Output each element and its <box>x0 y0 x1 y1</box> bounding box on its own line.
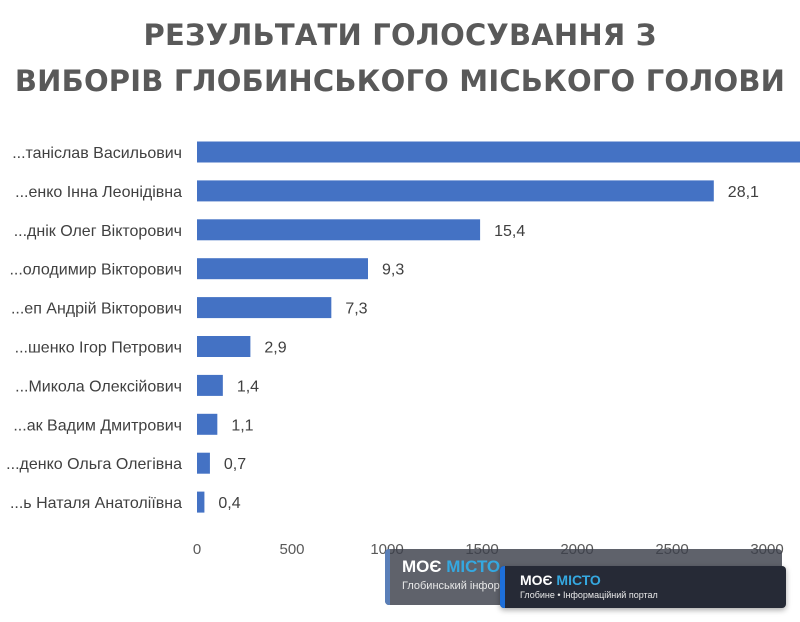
bar <box>197 374 223 396</box>
bar <box>197 491 205 513</box>
data-label: 9,3 <box>382 262 404 279</box>
data-label: 1,4 <box>237 378 259 395</box>
category-label: ...ь Наталя Анатоліївна <box>10 495 182 512</box>
data-label: 28,1 <box>728 184 759 201</box>
data-label: 15,4 <box>494 223 525 240</box>
category-label: ...енко Інна Леонідівна <box>15 184 182 201</box>
category-label: ...еп Андрій Вікторович <box>11 301 182 318</box>
category-label: ...олодимир Вікторович <box>9 262 182 279</box>
category-label: ...ак Вадим Дмитрович <box>13 417 182 434</box>
bar <box>197 219 481 241</box>
chart-title-line-2: ВИБОРІВ ГЛОБИНСЬКОГО МІСЬКОГО ГОЛОВИ <box>14 64 786 98</box>
category-label: ...Микола Олексійович <box>15 378 182 395</box>
chart-title-line-1: РЕЗУЛЬТАТИ ГОЛОСУВАННЯ З <box>143 18 657 52</box>
bar <box>197 297 332 319</box>
watermark-subtitle: Глобинський інфор <box>402 580 500 592</box>
data-label: 2,9 <box>264 340 286 357</box>
category-label: ...днік Олег Вікторович <box>14 223 182 240</box>
category-label: ...танiслав Васильович <box>12 145 182 162</box>
x-tick-label: 0 <box>193 541 201 558</box>
watermark-subtitle: Глобине • Інформаційний портал <box>520 590 658 600</box>
data-label: 7,3 <box>345 301 367 318</box>
bar <box>197 336 251 357</box>
bar <box>197 141 800 163</box>
watermark-brand: МОЄ МІСТО <box>402 557 501 576</box>
category-label: ...денко Ольга Олегівна <box>6 456 182 473</box>
x-tick-label: 500 <box>279 541 304 558</box>
bar <box>197 180 714 202</box>
bar <box>197 258 368 280</box>
data-label: 0,4 <box>218 495 240 512</box>
watermark-brand: МОЄ МІСТО <box>520 572 601 588</box>
category-label: ...шенко Ігор Петрович <box>15 340 182 357</box>
watermark-moe-misto-front: МОЄ МІСТО Глобине • Інформаційний портал <box>500 566 786 608</box>
bar <box>197 413 218 435</box>
data-label: 1,1 <box>231 417 253 434</box>
data-label: 0,7 <box>224 456 246 473</box>
bar <box>197 452 210 474</box>
